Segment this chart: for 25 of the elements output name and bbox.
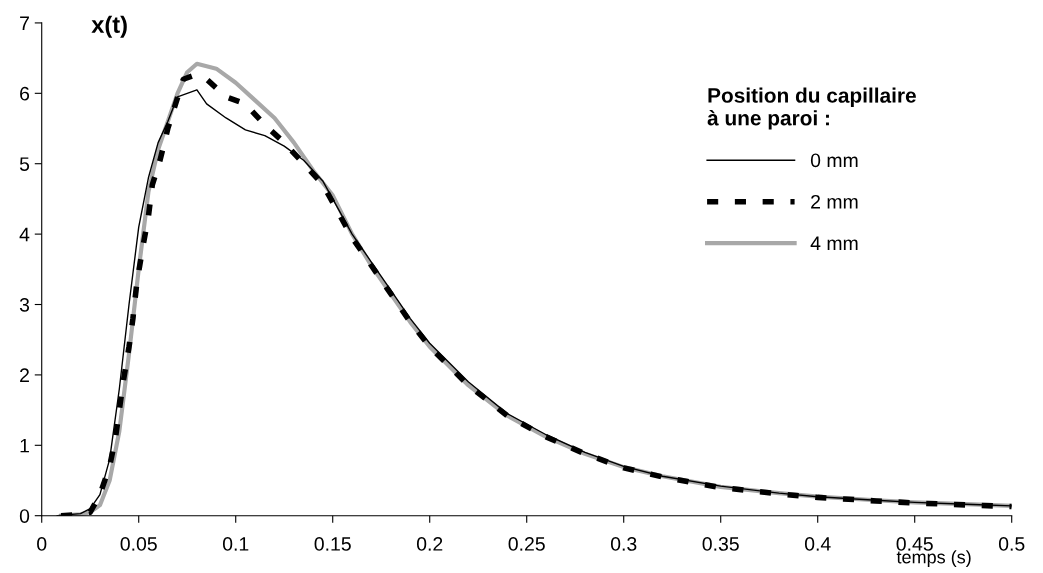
legend-label: 2 mm [811, 194, 858, 209]
y-tick-label: 6 [20, 86, 30, 101]
x-tick-label: 0 [37, 537, 47, 551]
legend-label: 4 mm [810, 236, 858, 250]
y-tick-label: 1 [20, 438, 29, 453]
x-tick-label: 0.2 [416, 537, 443, 551]
x-axis-title: temps (s) [896, 550, 971, 568]
x-tick-label: 0.1 [222, 537, 249, 551]
y-tick-label: 3 [19, 297, 30, 312]
x-tick-label: 0.45 [896, 537, 933, 551]
y-tick-label: 0 [19, 509, 30, 523]
x-tick-label: 0.15 [314, 537, 351, 551]
y-tick-label: 2 [20, 368, 29, 382]
x-tick-label: 0.05 [120, 537, 157, 551]
legend-label: 0 mm [810, 153, 858, 168]
y-tick-label: 7 [20, 16, 29, 30]
y-tick-label: 5 [19, 157, 30, 171]
y-axis-title: x(t) [91, 15, 127, 38]
x-tick-label: 0.4 [804, 537, 831, 551]
x-tick-label: 0.3 [610, 537, 637, 551]
x-tick-label: 0.25 [508, 537, 545, 551]
x-tick-label: 0.35 [702, 537, 739, 551]
legend-title: Position du capillaire à une paroi : [707, 87, 916, 130]
y-tick-label: 4 [19, 227, 30, 242]
x-tick-label: 0.5 [998, 537, 1025, 551]
